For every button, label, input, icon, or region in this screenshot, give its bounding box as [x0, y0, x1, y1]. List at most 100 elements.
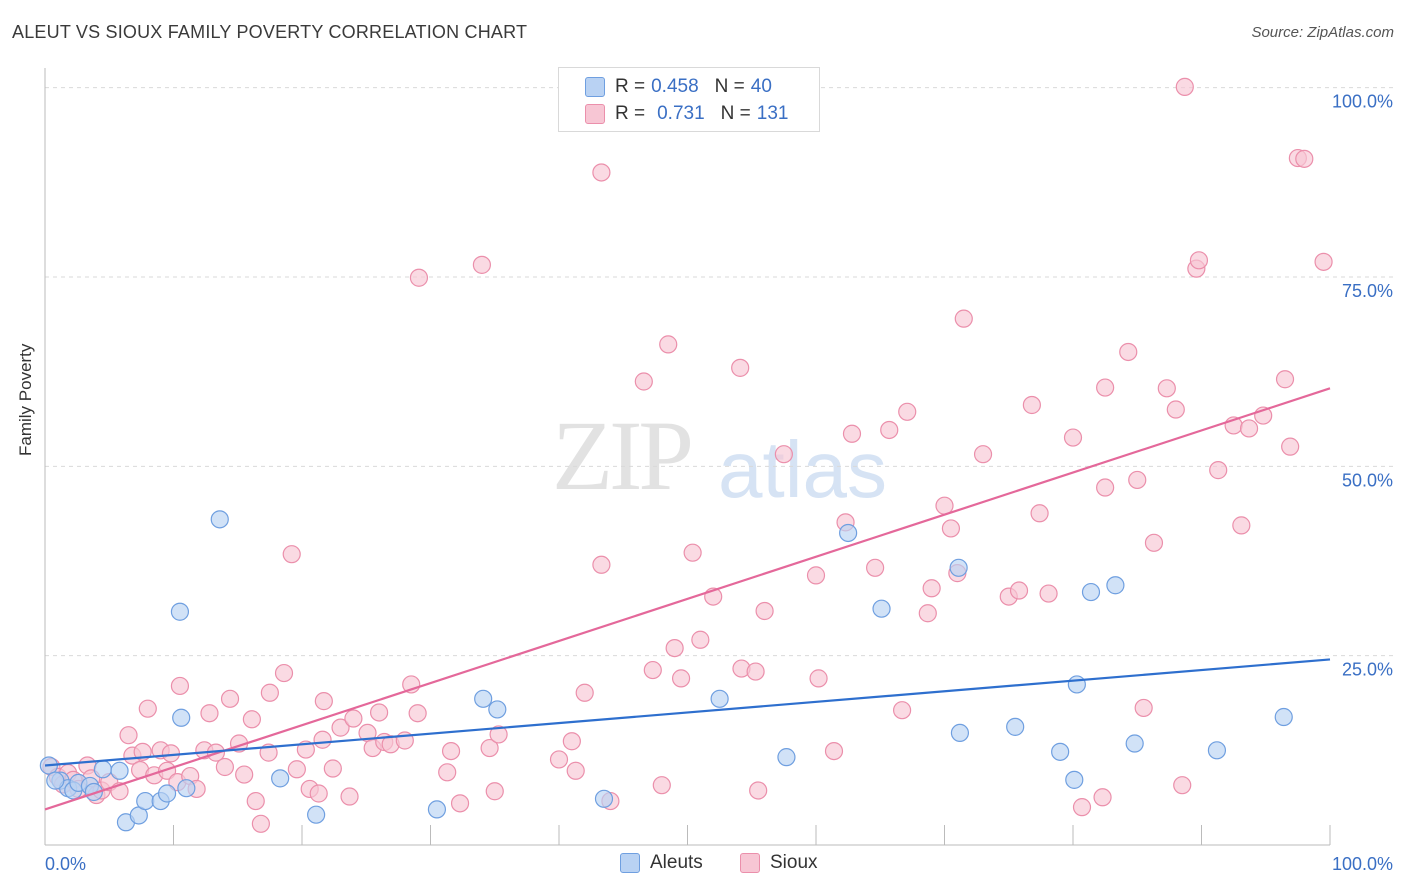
sioux-point [370, 703, 389, 722]
sioux-point [287, 760, 306, 779]
aleut-point [93, 760, 112, 779]
sioux-point [1096, 478, 1115, 497]
sioux-point [683, 543, 702, 562]
sioux-point [344, 709, 363, 728]
aleut-point [839, 523, 858, 543]
sioux-point [1157, 379, 1176, 398]
aleut-point [710, 689, 729, 708]
sioux-point [1239, 419, 1259, 438]
sioux-point [575, 683, 594, 702]
sioux-point [242, 710, 261, 729]
sioux-point [973, 445, 993, 464]
sioux-point [1128, 470, 1147, 490]
sioux-point [1275, 370, 1295, 389]
aleuts-legend-label: Aleuts [650, 852, 703, 873]
sioux-point [592, 555, 611, 574]
sioux-point [220, 689, 240, 708]
aleut-point [1106, 576, 1125, 595]
sioux-point [409, 268, 429, 287]
sioux-point [246, 791, 265, 811]
aleut-point [1274, 707, 1293, 727]
watermark-zip: ZIP [552, 400, 694, 511]
n-label: N = [720, 103, 751, 124]
aleut-point [474, 689, 493, 708]
sioux-point [566, 761, 585, 780]
sioux-point [441, 741, 461, 761]
sioux-point [235, 765, 254, 784]
aleut-point [271, 769, 290, 788]
sioux-point [1281, 437, 1300, 456]
y-tick-label: 50.0% [1342, 470, 1393, 490]
sioux-point [200, 704, 219, 723]
sioux-point [260, 683, 279, 702]
sioux-trendline [44, 387, 1331, 811]
aleut-point [950, 723, 970, 743]
sioux-point [549, 750, 569, 769]
aleut-point [157, 784, 177, 803]
sioux-point [892, 701, 912, 720]
sioux-point [592, 163, 611, 182]
sioux-point [866, 558, 885, 577]
correlation-legend: R = 0.458 N = 40 R = 0.731 N = 131 [558, 67, 820, 132]
sioux-point [1175, 77, 1194, 96]
sioux-point [170, 676, 190, 696]
aleut-point [1065, 770, 1084, 789]
aleut-point [427, 800, 447, 819]
sioux-point [1314, 252, 1333, 271]
sioux-point [323, 759, 342, 778]
y-axis-label: Family Poverty [16, 343, 35, 456]
sioux-point [746, 662, 765, 681]
sioux-point [438, 763, 457, 782]
x-tick-label: 0.0% [45, 854, 86, 874]
sioux-point [314, 692, 333, 711]
sioux-point [161, 744, 181, 763]
sioux-point [157, 761, 177, 780]
aleut-point [1006, 717, 1025, 736]
sioux-point [824, 741, 844, 761]
legend-row-aleuts: R = 0.458 N = 40 [585, 75, 772, 99]
sioux-legend-swatch [740, 853, 760, 873]
aleut-point [307, 805, 326, 824]
aleut-point [1081, 582, 1101, 602]
aleut-point [46, 771, 65, 790]
aleut-point [1207, 741, 1227, 760]
n-value: 131 [756, 103, 789, 124]
n-label: N = [714, 76, 745, 97]
sioux-point [665, 638, 684, 658]
aleut-point [1125, 734, 1144, 753]
legend-item-aleuts: Aleuts [620, 852, 703, 874]
sioux-point [691, 630, 710, 649]
r-value: 0.731 [657, 103, 705, 124]
sioux-point [313, 730, 332, 749]
sioux-point [309, 784, 328, 803]
sioux-point [749, 781, 768, 800]
aleut-point [172, 708, 191, 727]
aleut-point [84, 782, 103, 802]
sioux-point [408, 704, 427, 723]
y-tick-label: 75.0% [1342, 281, 1393, 301]
sioux-point [643, 660, 662, 680]
sioux-point [485, 782, 504, 801]
sioux-point [918, 604, 937, 623]
sioux-point [1189, 251, 1209, 270]
legend-item-sioux: Sioux [740, 852, 818, 874]
aleut-point [1051, 742, 1070, 761]
sioux-point [954, 309, 973, 328]
sioux-point [755, 601, 774, 621]
sioux-point [489, 725, 508, 744]
sioux-point [450, 794, 470, 813]
sioux-point [922, 579, 941, 598]
y-tick-label: 25.0% [1342, 660, 1393, 680]
aleut-point [1067, 675, 1086, 694]
x-tick-label: 100.0% [1332, 854, 1393, 874]
sioux-point [251, 814, 270, 833]
sioux-point [1209, 461, 1228, 480]
r-label: R = [615, 103, 646, 124]
sioux-point [1063, 428, 1083, 447]
chart-title: ALEUT VS SIOUX FAMILY POVERTY CORRELATIO… [12, 22, 528, 42]
source-label: Source: ZipAtlas.com [1251, 24, 1394, 41]
aleuts-legend-swatch [620, 853, 640, 873]
sioux-point [1022, 395, 1041, 415]
sioux-point [274, 663, 294, 683]
sioux-point [562, 732, 581, 751]
